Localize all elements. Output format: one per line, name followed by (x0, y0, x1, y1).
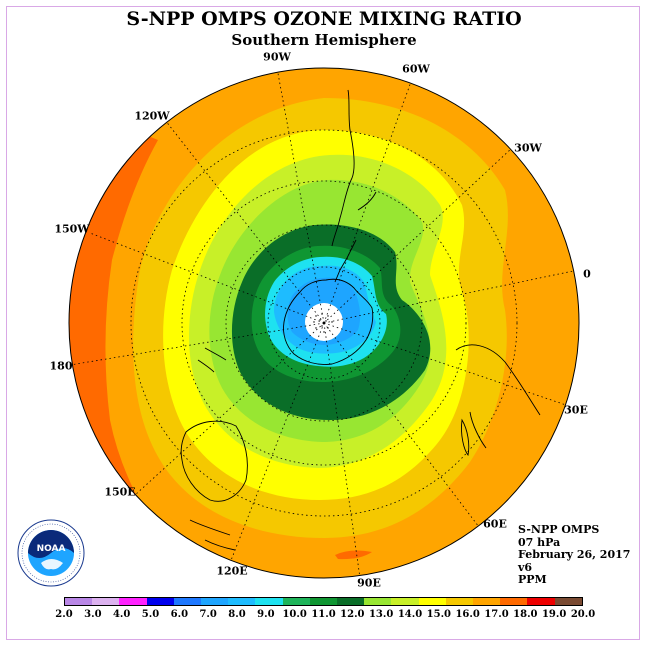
lon-label-30e: 30E (564, 403, 588, 417)
map-title: S-NPP OMPS OZONE MIXING RATIO (126, 8, 522, 30)
product-info: S-NPP OMPS 07 hPa February 26, 2017 v6 P… (518, 523, 631, 587)
map-subtitle: Southern Hemisphere (231, 31, 417, 49)
coastlines (180, 89, 541, 551)
lon-label-60e: 60E (483, 517, 507, 531)
africa-south (455, 344, 541, 449)
colorbar-swatch-5 (201, 598, 229, 605)
lon-label-30w: 30W (514, 141, 542, 155)
lon-label-90e: 90E (357, 576, 381, 590)
colorbar-label: 13.0 (368, 609, 394, 620)
map-boundary (68, 67, 580, 579)
lon-label-60w: 60W (402, 62, 430, 76)
colorbar-swatch-6 (228, 598, 256, 605)
colorbar-label: 3.0 (84, 609, 102, 620)
madagascar (461, 418, 470, 457)
colorbar-swatch-2 (119, 598, 147, 605)
colorbar-label: 19.0 (541, 609, 567, 620)
colorbar-label: 11.0 (311, 609, 336, 620)
colorbar-swatch-1 (92, 598, 120, 605)
colorbar-label: 20.0 (570, 609, 596, 620)
lon-label-90w: 90W (263, 50, 291, 64)
colorbar-label: 5.0 (141, 609, 160, 620)
antarctica-coast (283, 278, 374, 365)
colorbar-label: 18.0 (513, 609, 538, 620)
colorbar-label: 6.0 (170, 609, 189, 620)
colorbar-swatch-17 (527, 598, 555, 605)
new-zealand (197, 347, 227, 373)
colorbar-label: 9.0 (257, 609, 275, 620)
colorbar-label: 17.0 (484, 609, 509, 620)
lon-label-150e: 150E (104, 485, 136, 499)
colorbar-label: 15.0 (426, 609, 452, 620)
colorbar-swatch-3 (146, 598, 174, 605)
lon-label-120w: 120W (134, 109, 170, 123)
colorbar-label: 14.0 (397, 609, 423, 620)
colorbar-swatch-9 (309, 598, 338, 605)
colorbar-label: 10.0 (282, 609, 307, 620)
noaa-logo: NOAA (17, 519, 85, 587)
info-date: February 26, 2017 (518, 548, 631, 561)
grid-meridians (69, 68, 579, 578)
info-units: PPM (518, 573, 547, 586)
colorbar-swatch-4 (173, 598, 202, 605)
ozone-band-18-south (335, 550, 372, 560)
info-version: v6 (518, 560, 533, 574)
lon-label-0: 0 (583, 267, 591, 281)
colorbar-label: 2.0 (55, 609, 73, 620)
colorbar-swatch-8 (282, 598, 310, 605)
info-level: 07 hPa (518, 535, 561, 549)
figure-frame (6, 6, 640, 640)
colorbar-swatch-14 (445, 598, 474, 605)
pole-stipple (313, 313, 333, 333)
colorbar-swatch-13 (418, 598, 446, 605)
info-instrument: S-NPP OMPS (518, 523, 600, 536)
south-america (331, 89, 377, 247)
colorbar (64, 597, 583, 606)
colorbar-label: 4.0 (112, 609, 131, 620)
lon-label-150w: 150W (54, 222, 90, 236)
colorbar-swatch-11 (364, 598, 392, 605)
colorbar-label: 16.0 (455, 609, 480, 620)
colorbar-swatch-12 (391, 598, 419, 605)
colorbar-swatch-18 (554, 598, 582, 605)
colorbar-label: 8.0 (228, 609, 246, 620)
lon-label-180: 180 (49, 359, 73, 373)
colorbar-swatch-0 (65, 598, 93, 605)
indonesia (189, 519, 236, 551)
noaa-logo-text: NOAA (37, 544, 66, 554)
australia (180, 420, 248, 502)
colorbar-swatch-16 (500, 598, 528, 605)
grid-parallels (130, 129, 518, 517)
antarctic-peninsula (334, 239, 357, 283)
colorbar-label: 12.0 (340, 609, 365, 620)
lon-label-120e: 120E (216, 564, 248, 578)
colorbar-swatch-10 (337, 598, 365, 605)
colorbar-label: 7.0 (199, 609, 217, 620)
colorbar-swatch-7 (255, 598, 283, 605)
colorbar-swatch-15 (473, 598, 501, 605)
